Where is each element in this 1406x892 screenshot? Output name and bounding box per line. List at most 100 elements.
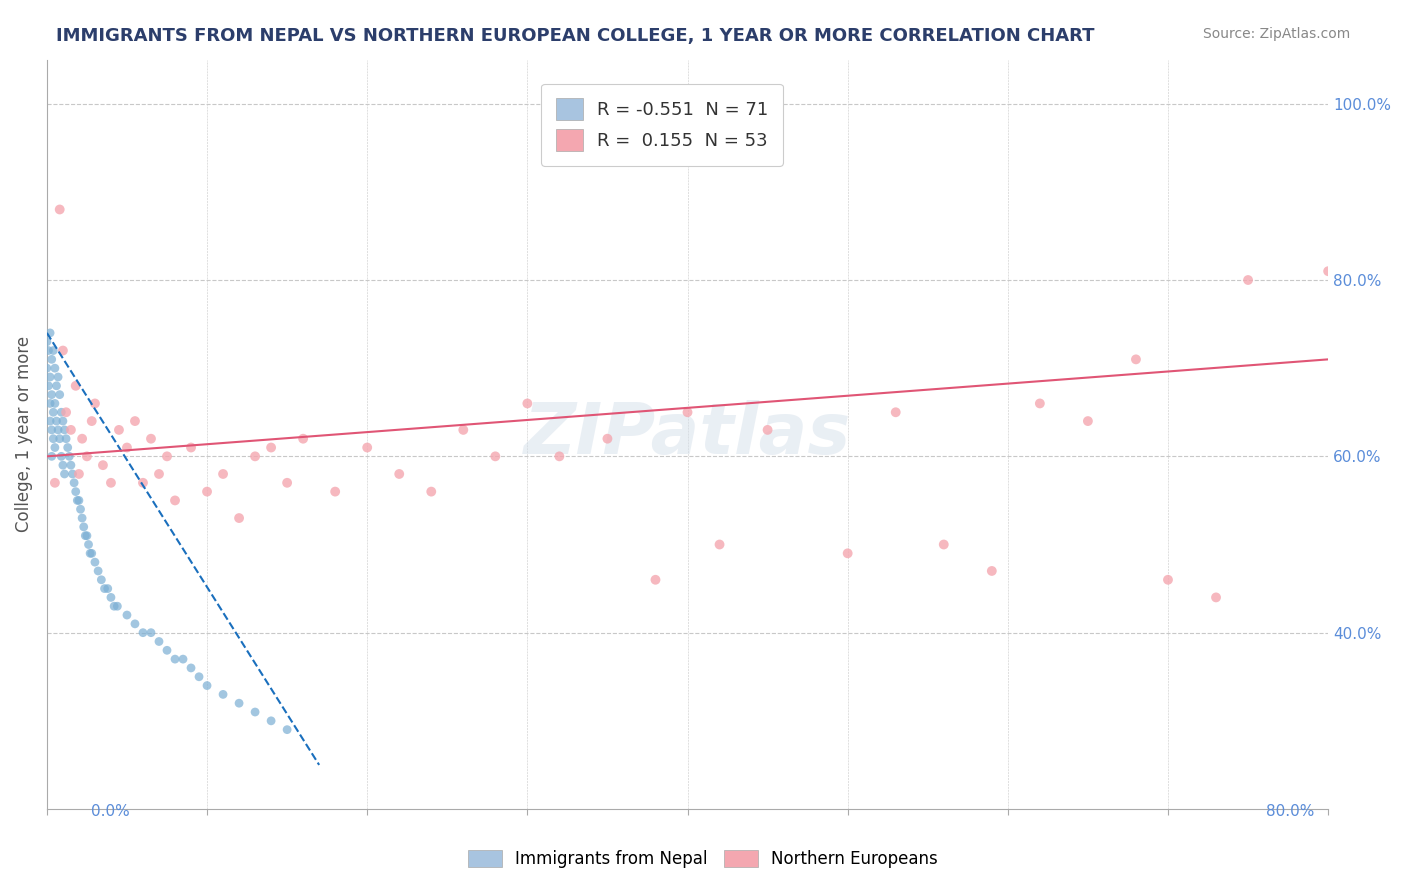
Point	[156, 450, 179, 464]
Point	[188, 670, 211, 684]
Point	[115, 608, 138, 623]
Point	[37, 379, 59, 393]
Point	[115, 441, 138, 455]
Point	[80, 546, 103, 560]
Point	[63, 475, 86, 490]
Point	[39, 414, 62, 428]
Point	[53, 423, 76, 437]
Point	[41, 387, 63, 401]
Legend: R = -0.551  N = 71, R =  0.155  N = 53: R = -0.551 N = 71, R = 0.155 N = 53	[541, 84, 783, 166]
Point	[276, 475, 298, 490]
Point	[41, 352, 63, 367]
Point	[44, 441, 66, 455]
Point	[73, 520, 96, 534]
Point	[67, 493, 90, 508]
Point	[212, 467, 235, 481]
Point	[212, 687, 235, 701]
Point	[52, 414, 75, 428]
Point	[388, 467, 411, 481]
Point	[108, 423, 131, 437]
Point	[596, 432, 619, 446]
Point	[53, 467, 76, 481]
Point	[124, 414, 146, 428]
Point	[172, 652, 194, 666]
Point	[756, 423, 779, 437]
Point	[59, 423, 82, 437]
Point	[52, 458, 75, 472]
Point	[195, 679, 218, 693]
Point	[1317, 264, 1340, 278]
Point	[65, 484, 87, 499]
Text: IMMIGRANTS FROM NEPAL VS NORTHERN EUROPEAN COLLEGE, 1 YEAR OR MORE CORRELATION C: IMMIGRANTS FROM NEPAL VS NORTHERN EUROPE…	[56, 27, 1095, 45]
Point	[51, 450, 73, 464]
Point	[65, 379, 87, 393]
Point	[1237, 273, 1260, 287]
Point	[980, 564, 1002, 578]
Point	[39, 396, 62, 410]
Point	[66, 493, 89, 508]
Point	[48, 387, 70, 401]
Legend: Immigrants from Nepal, Northern Europeans: Immigrants from Nepal, Northern European…	[461, 843, 945, 875]
Point	[46, 423, 69, 437]
Point	[76, 529, 98, 543]
Point	[87, 564, 110, 578]
Point	[243, 450, 266, 464]
Point	[70, 432, 93, 446]
Point	[44, 475, 66, 490]
Point	[292, 432, 315, 446]
Point	[148, 634, 170, 648]
Point	[484, 450, 506, 464]
Point	[41, 450, 63, 464]
Point	[84, 396, 107, 410]
Point	[1157, 573, 1180, 587]
Point	[516, 396, 538, 410]
Point	[84, 555, 107, 569]
Point	[420, 484, 443, 499]
Point	[45, 414, 67, 428]
Point	[163, 652, 186, 666]
Point	[100, 591, 122, 605]
Point	[195, 484, 218, 499]
Point	[884, 405, 907, 419]
Point	[156, 643, 179, 657]
Point	[55, 432, 77, 446]
Point	[70, 511, 93, 525]
Point	[105, 599, 128, 614]
Point	[837, 546, 859, 560]
Point	[39, 326, 62, 340]
Point	[1029, 396, 1052, 410]
Point	[932, 537, 955, 551]
Point	[48, 202, 70, 217]
Point	[100, 475, 122, 490]
Point	[56, 441, 79, 455]
Point	[52, 343, 75, 358]
Point	[90, 573, 112, 587]
Text: 80.0%: 80.0%	[1267, 805, 1315, 819]
Point	[260, 441, 283, 455]
Point	[55, 405, 77, 419]
Point	[103, 599, 125, 614]
Point	[77, 537, 100, 551]
Point	[91, 458, 114, 472]
Point	[163, 493, 186, 508]
Point	[139, 432, 162, 446]
Point	[132, 625, 155, 640]
Point	[46, 370, 69, 384]
Point	[228, 511, 250, 525]
Point	[644, 573, 666, 587]
Point	[97, 582, 120, 596]
Point	[51, 405, 73, 419]
Text: 0.0%: 0.0%	[91, 805, 131, 819]
Point	[180, 661, 202, 675]
Point	[139, 625, 162, 640]
Point	[180, 441, 202, 455]
Point	[44, 361, 66, 376]
Point	[35, 334, 58, 349]
Point	[1125, 352, 1147, 367]
Point	[548, 450, 571, 464]
Point	[93, 582, 115, 596]
Point	[41, 423, 63, 437]
Point	[39, 370, 62, 384]
Point	[132, 475, 155, 490]
Point	[323, 484, 346, 499]
